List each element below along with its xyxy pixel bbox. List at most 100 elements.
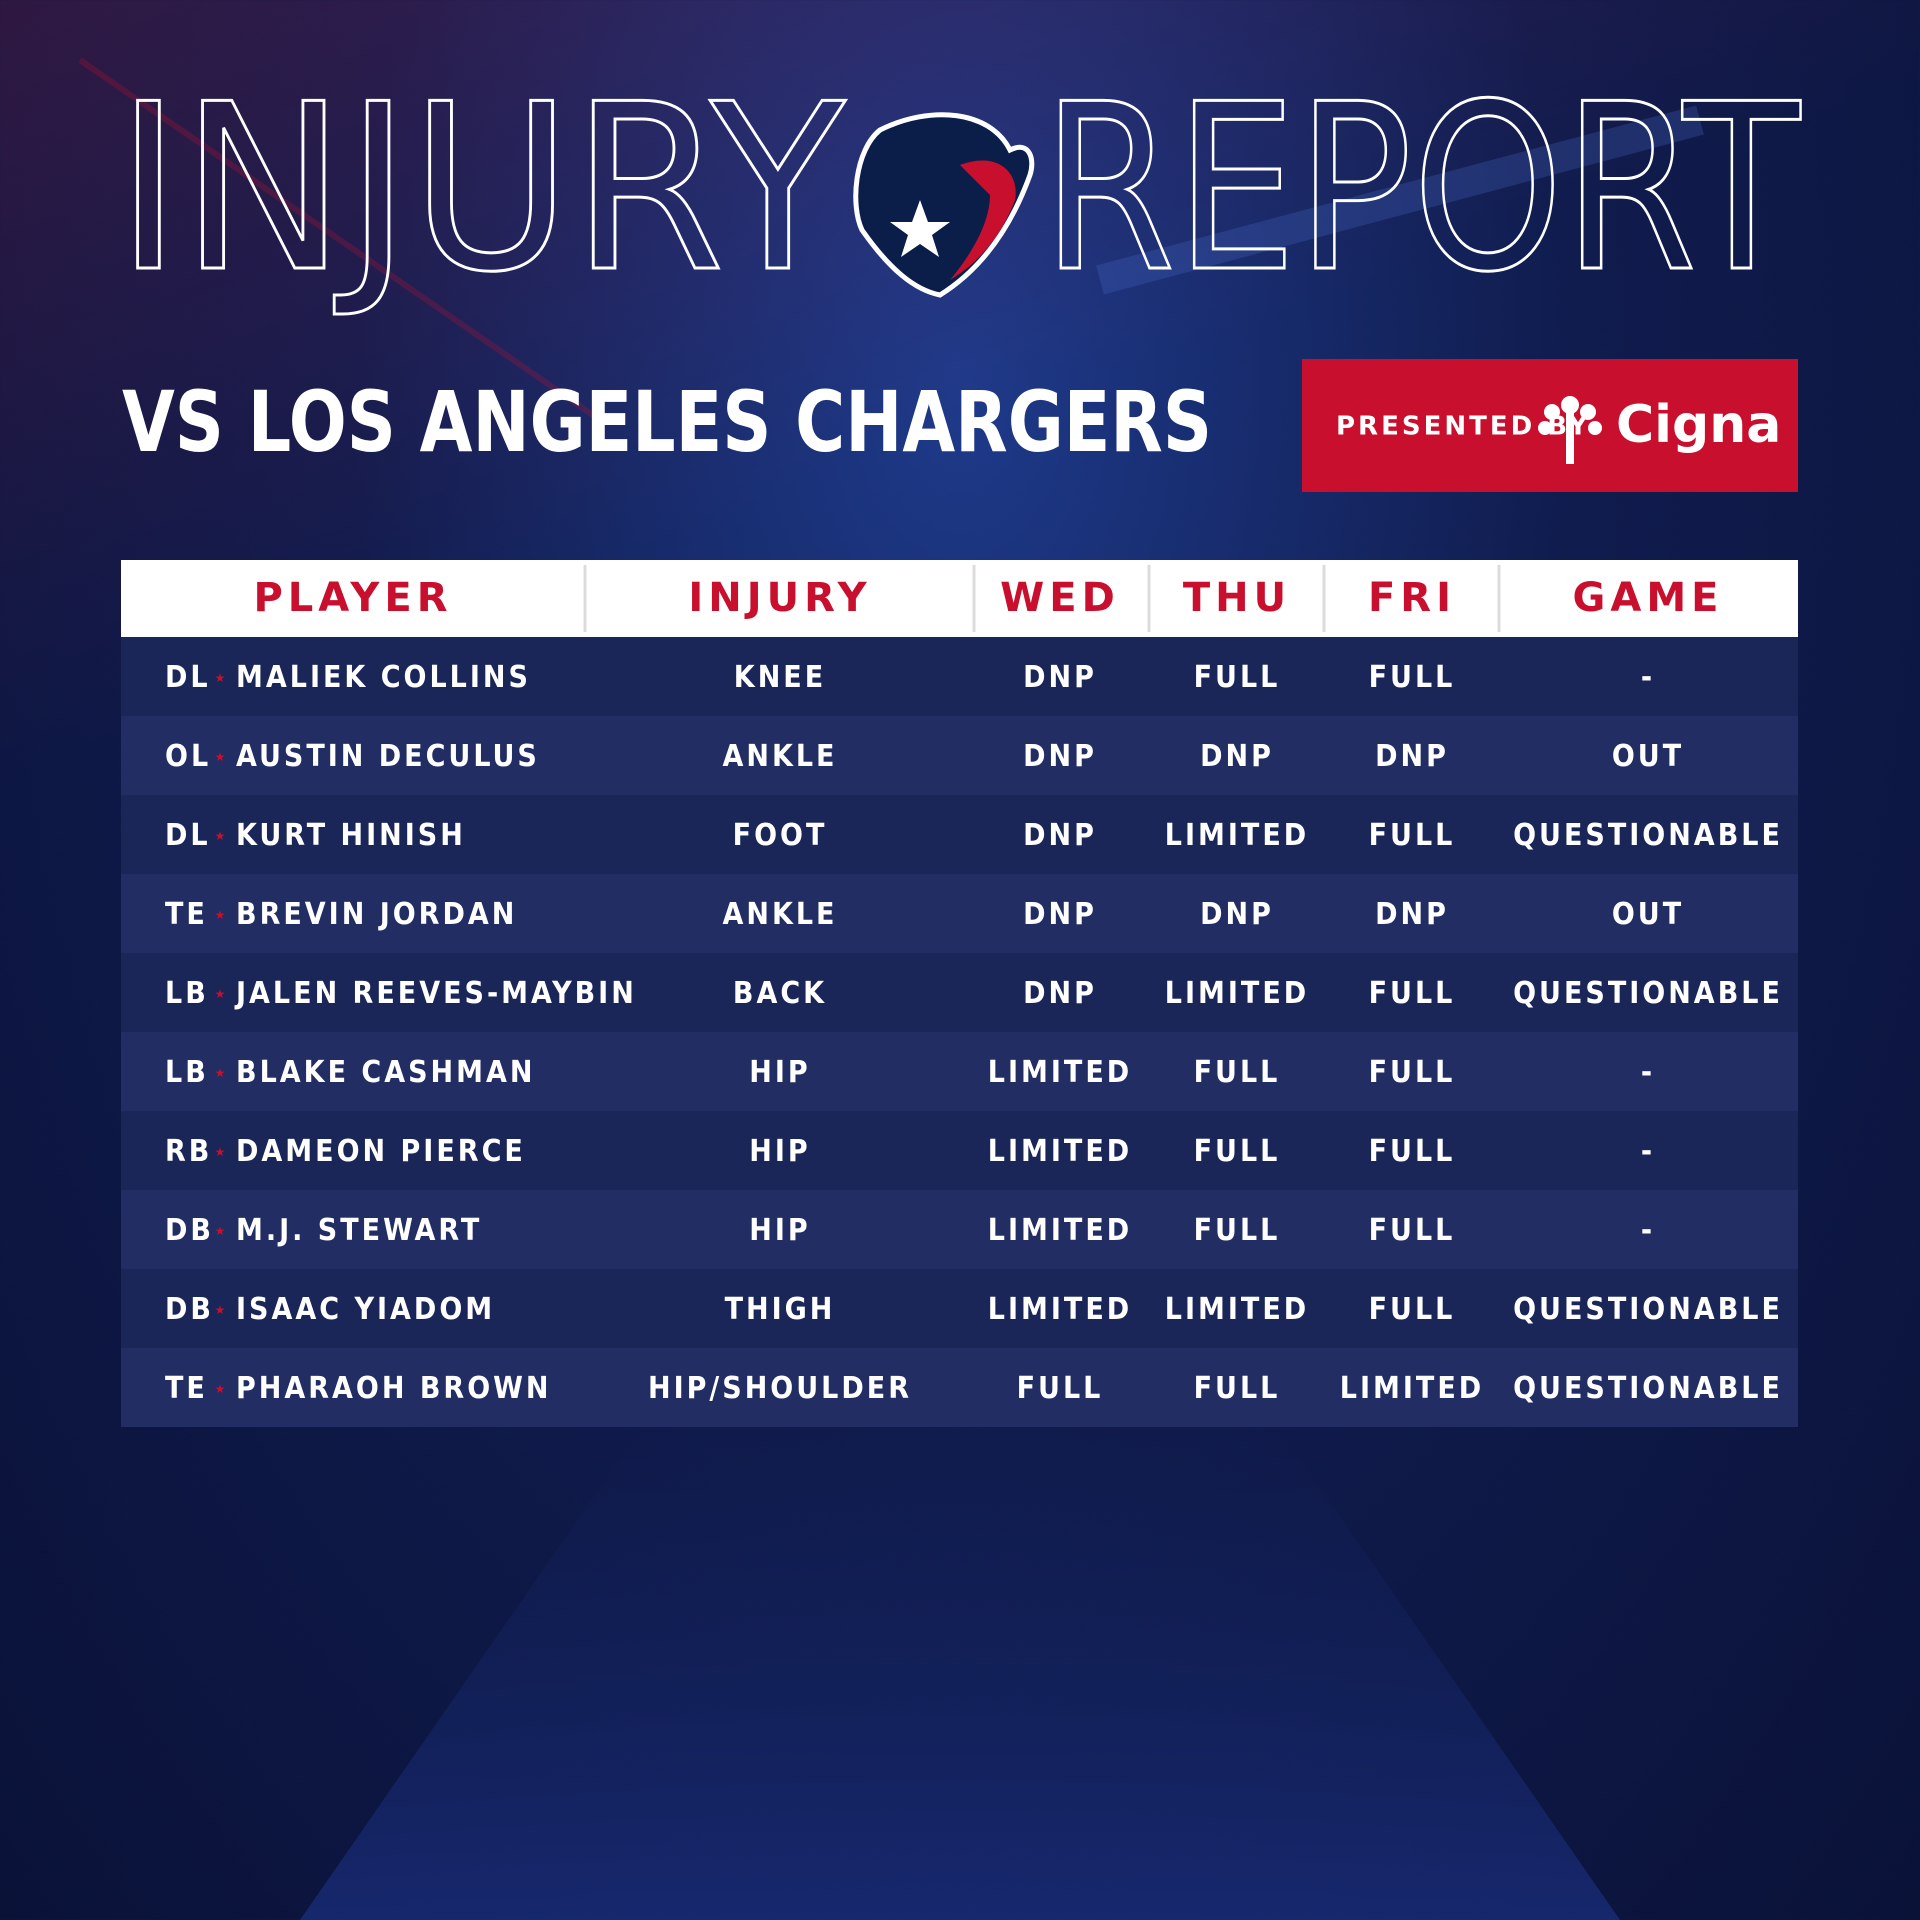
table-cell: FULL <box>1369 1134 1456 1169</box>
table-cell: FULL <box>1194 1134 1281 1169</box>
table-cell: FULL <box>1369 1213 1456 1248</box>
table-cell: FULL <box>1369 818 1456 853</box>
table-cell: HIP <box>749 1055 810 1090</box>
subtitle: VS LOS ANGELES CHARGERS <box>122 373 1212 471</box>
player-name: M.J. STEWART <box>236 1213 482 1248</box>
table-cell: BACK <box>733 976 827 1011</box>
table-cell: QUESTIONABLE <box>1513 1371 1783 1406</box>
column-header: INJURY <box>688 575 871 621</box>
table-cell: DNP <box>1023 739 1097 774</box>
column-header: GAME <box>1573 575 1724 621</box>
table-cell: DNP <box>1200 739 1274 774</box>
table-row <box>121 637 1798 716</box>
table-cell: LIMITED <box>1165 818 1309 853</box>
streak <box>78 57 602 423</box>
position: DL <box>165 818 211 853</box>
table-row <box>121 1348 1798 1427</box>
table-cell: - <box>1641 1055 1655 1090</box>
table-cell: ANKLE <box>722 897 837 932</box>
column-header: FRI <box>1368 575 1456 621</box>
column-header: THU <box>1183 575 1291 621</box>
table-header <box>121 560 1798 637</box>
team-logo <box>853 112 1035 298</box>
table-row <box>121 1032 1798 1111</box>
table-cell: ANKLE <box>722 739 837 774</box>
table-cell: FULL <box>1369 976 1456 1011</box>
table-cell: LIMITED <box>988 1134 1132 1169</box>
table-cell: FOOT <box>733 818 828 853</box>
table-row <box>121 953 1798 1032</box>
table-row <box>121 1190 1798 1269</box>
table-row <box>121 795 1798 874</box>
position: DL <box>165 660 211 695</box>
position: OL <box>165 739 211 774</box>
title-word: INJURY <box>116 56 845 323</box>
field <box>300 1430 1620 1920</box>
sponsor-logo <box>1538 396 1602 464</box>
position: RB <box>165 1134 212 1169</box>
player-name: ISAAC YIADOM <box>236 1292 495 1327</box>
table-cell: DNP <box>1023 897 1097 932</box>
table-row <box>121 716 1798 795</box>
table-cell: LIMITED <box>988 1292 1132 1327</box>
player-name: AUSTIN DECULUS <box>236 739 540 774</box>
position: DB <box>165 1213 214 1248</box>
separator-star: ★ <box>215 1066 226 1080</box>
table-cell: KNEE <box>734 660 826 695</box>
table-cell: HIP/SHOULDER <box>648 1371 912 1406</box>
position: TE <box>165 897 208 932</box>
column-header: WED <box>1000 575 1120 621</box>
position: TE <box>165 1371 208 1406</box>
table-row <box>121 1111 1798 1190</box>
table-cell: QUESTIONABLE <box>1513 976 1783 1011</box>
table-cell: LIMITED <box>988 1055 1132 1090</box>
table-cell: LIMITED <box>1165 976 1309 1011</box>
table-cell: QUESTIONABLE <box>1513 818 1783 853</box>
table-cell: - <box>1641 1134 1655 1169</box>
table-body: DL ★ MALIEK COLLINS KNEE DNP FULL FULL - OL ★ AUST… <box>121 637 1798 1427</box>
table-cell: HIP <box>749 1134 810 1169</box>
streak <box>1096 105 1704 295</box>
separator-star: ★ <box>215 1303 226 1317</box>
column-header: PLAYER <box>253 575 452 621</box>
table-cell: LIMITED <box>1165 1292 1309 1327</box>
table-cell: FULL <box>1194 660 1281 695</box>
table-cell: DNP <box>1023 976 1097 1011</box>
table-cell: DNP <box>1023 660 1097 695</box>
separator-star: ★ <box>215 671 226 685</box>
player-name: JALEN REEVES-MAYBIN <box>234 976 637 1011</box>
table-cell: OUT <box>1612 897 1684 932</box>
table-cell: DNP <box>1375 897 1449 932</box>
table-cell: FULL <box>1369 1055 1456 1090</box>
table-cell: DNP <box>1023 818 1097 853</box>
table-cell: OUT <box>1612 739 1684 774</box>
table-cell: FULL <box>1194 1371 1281 1406</box>
table-cell: LIMITED <box>988 1213 1132 1248</box>
separator-star: ★ <box>215 908 226 922</box>
separator-star: ★ <box>215 987 226 1001</box>
position: DB <box>165 1292 214 1327</box>
table-cell: - <box>1641 660 1655 695</box>
player-name: DAMEON PIERCE <box>236 1134 526 1169</box>
table-cell: FULL <box>1369 660 1456 695</box>
separator-star: ★ <box>215 1224 226 1238</box>
table-row <box>121 1269 1798 1348</box>
separator-star: ★ <box>215 750 226 764</box>
player-name: PHARAOH BROWN <box>236 1371 552 1406</box>
sponsor-name: Cigna <box>1616 395 1781 455</box>
title-word: REPORT <box>1042 56 1801 323</box>
player-name: BLAKE CASHMAN <box>236 1055 535 1090</box>
table-cell: FULL <box>1017 1371 1104 1406</box>
player-name: BREVIN JORDAN <box>236 897 517 932</box>
table-cell: DNP <box>1375 739 1449 774</box>
table-cell: FULL <box>1194 1055 1281 1090</box>
table-cell: DNP <box>1200 897 1274 932</box>
table-cell: HIP <box>749 1213 810 1248</box>
table-row <box>121 874 1798 953</box>
table-cell: FULL <box>1194 1213 1281 1248</box>
separator-star: ★ <box>215 829 226 843</box>
table-cell: - <box>1641 1213 1655 1248</box>
player-name: MALIEK COLLINS <box>236 660 531 695</box>
